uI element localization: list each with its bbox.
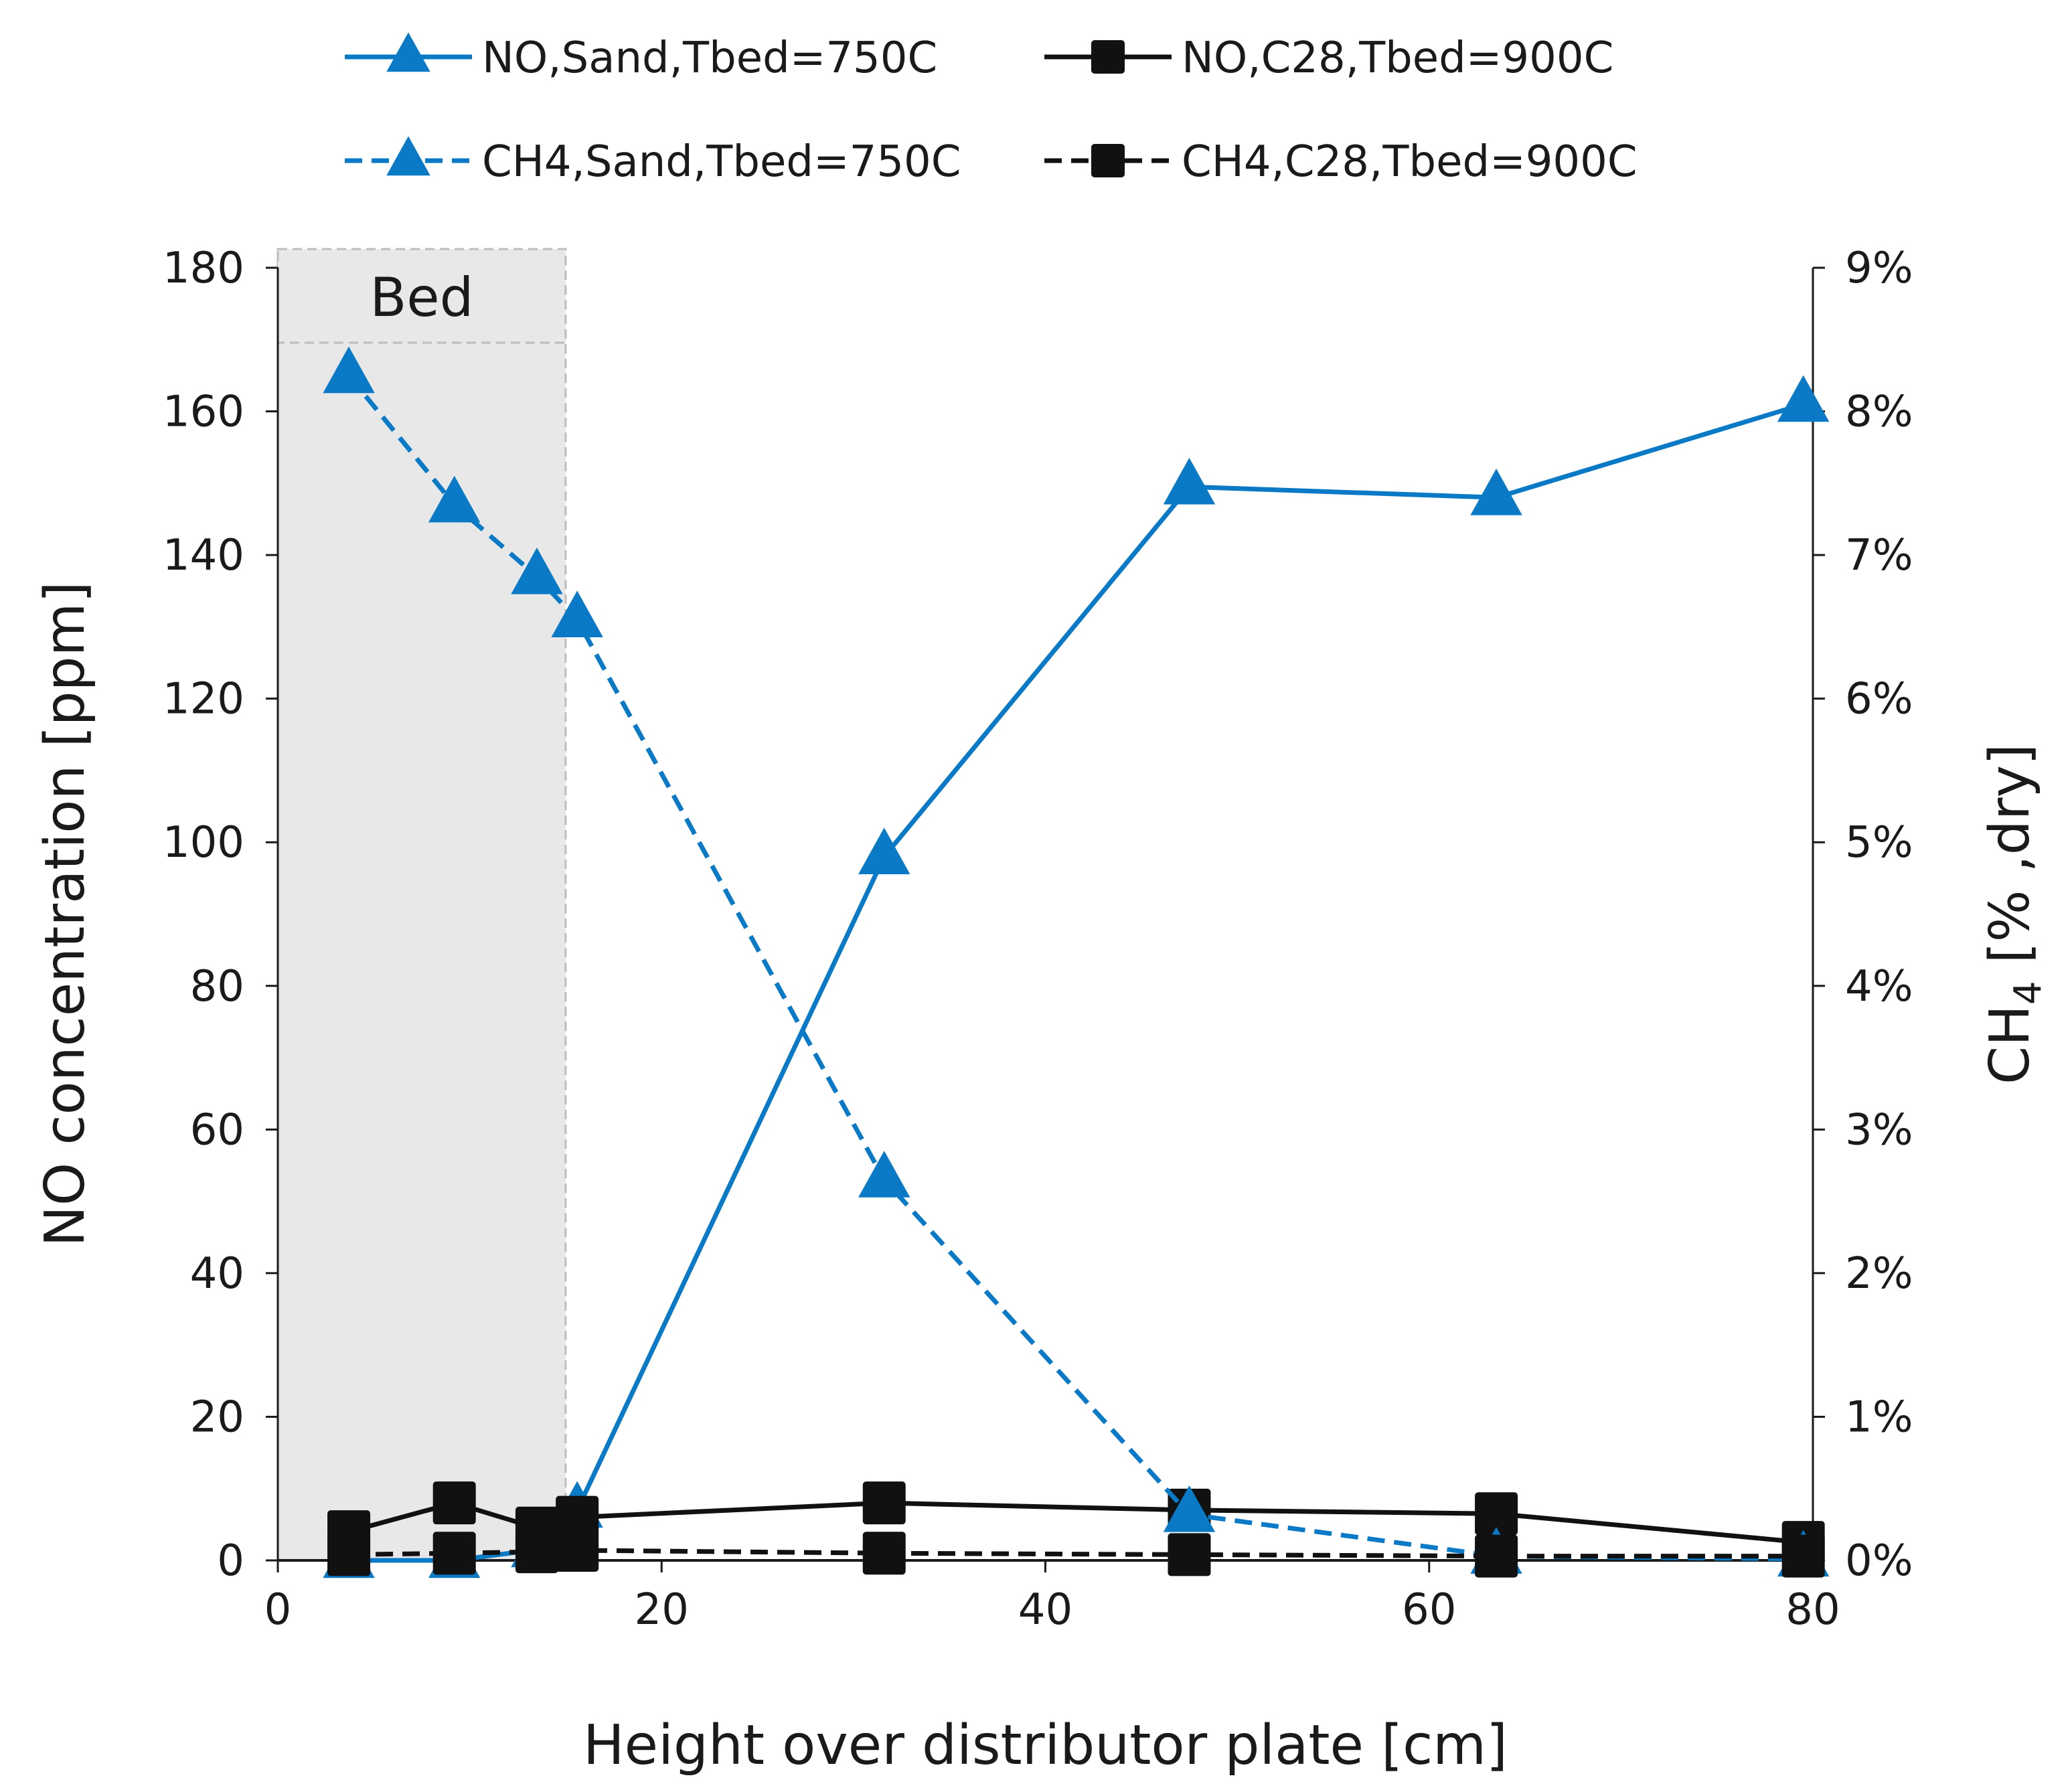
bed-region: Bed xyxy=(276,248,567,1562)
series-layer xyxy=(323,346,1830,1578)
data-point xyxy=(858,1151,910,1198)
y-right-title-sub: 4 xyxy=(2006,981,2050,1005)
data-point xyxy=(515,1530,558,1574)
y-right-tick-label: 6% xyxy=(1845,675,1913,724)
y-left-axis-title: NO concentration [ppm] xyxy=(33,582,97,1247)
x-tick-label: 20 xyxy=(635,1585,689,1635)
data-point xyxy=(862,1532,906,1575)
y-right-tick-label: 3% xyxy=(1845,1105,1913,1155)
y-left-tick-label: 20 xyxy=(190,1392,244,1442)
data-point xyxy=(432,1481,476,1525)
y-right-title-rest: [% ,dry] xyxy=(1978,744,2042,981)
data-point xyxy=(1475,1534,1518,1578)
data-point xyxy=(1163,457,1216,505)
series-line xyxy=(347,374,1804,1562)
data-point xyxy=(556,1528,599,1572)
x-tick-label: 0 xyxy=(264,1585,292,1635)
y-right-tick-label: 2% xyxy=(1845,1249,1913,1299)
y-left-tick-label: 60 xyxy=(190,1105,244,1155)
legend-swatch-marker xyxy=(1091,40,1125,74)
y-left-tick-label: 160 xyxy=(163,388,244,437)
data-point xyxy=(862,1481,906,1525)
x-axis-title: Height over distributor plate [cm] xyxy=(583,1714,1508,1777)
legend: NO,Sand,Tbed=750C NO,C28,Tbed=900C CH4,San… xyxy=(345,32,1638,187)
legend-label: CH4,C28,Tbed=900C xyxy=(1182,137,1638,187)
legend-entry: NO,Sand,Tbed=750C xyxy=(345,32,937,83)
legend-label: NO,Sand,Tbed=750C xyxy=(482,33,937,83)
series-line xyxy=(349,402,1804,1563)
legend-swatch-marker xyxy=(386,32,430,72)
legend-label: NO,C28,Tbed=900C xyxy=(1182,33,1613,83)
bed-label: Bed xyxy=(370,266,474,329)
legend-swatch-marker xyxy=(386,136,430,176)
y-right-tick-label: 4% xyxy=(1845,962,1913,1011)
bed-label-box xyxy=(276,248,567,344)
data-point xyxy=(1163,1485,1216,1532)
y-right-tick-label: 5% xyxy=(1845,818,1913,868)
y-left-tick-label: 120 xyxy=(163,675,244,724)
data-point xyxy=(1168,1533,1211,1576)
y-right-tick-label: 1% xyxy=(1845,1392,1913,1442)
legend-entry: CH4,Sand,Tbed=750C xyxy=(345,136,961,187)
y-left-tick-label: 0 xyxy=(217,1536,244,1586)
y-right-tick-label: 7% xyxy=(1845,531,1913,580)
legend-entry: CH4,C28,Tbed=900C xyxy=(1044,137,1638,187)
legend-entry: NO,C28,Tbed=900C xyxy=(1044,33,1613,83)
y-left-tick-label: 40 xyxy=(190,1249,244,1299)
data-point xyxy=(1470,468,1522,515)
legend-label: CH4,Sand,Tbed=750C xyxy=(482,137,961,187)
y-right-tick-label: 9% xyxy=(1845,244,1913,293)
bed-shaded-area xyxy=(276,248,567,1562)
data-point xyxy=(858,827,910,874)
y-left-tick-label: 180 xyxy=(163,244,244,293)
y-left-tick-label: 80 xyxy=(190,962,244,1011)
y-right-axis-title: CH4 [% ,dry] xyxy=(1978,744,2050,1084)
data-point xyxy=(323,346,375,394)
y-left-tick-label: 140 xyxy=(163,531,244,580)
x-tick-label: 60 xyxy=(1402,1585,1456,1635)
data-point xyxy=(1777,375,1830,422)
y-right-title-main: CH xyxy=(1978,1005,2042,1084)
data-point xyxy=(1781,1534,1825,1578)
y-right-tick-label: 8% xyxy=(1845,388,1913,437)
data-point xyxy=(428,475,481,523)
data-point xyxy=(327,1533,371,1576)
axes: 0 20 40 60 80 0 20 40 60 80 100 120 140 160 180 0% 1% 2% 3… xyxy=(163,244,1913,1635)
x-tick-label: 80 xyxy=(1785,1585,1840,1635)
data-point xyxy=(432,1532,476,1575)
y-right-tick-label: 0% xyxy=(1845,1536,1913,1586)
legend-swatch-marker xyxy=(1091,144,1125,177)
data-point xyxy=(551,590,603,637)
series-3 xyxy=(327,1528,1825,1578)
data-point xyxy=(511,547,563,594)
x-tick-label: 40 xyxy=(1018,1585,1072,1635)
y-left-tick-label: 100 xyxy=(163,818,244,868)
